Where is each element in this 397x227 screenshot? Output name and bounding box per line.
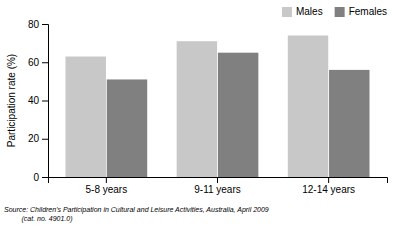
y-axis: 0 20 40 60 80	[28, 19, 49, 183]
tick-mark	[42, 101, 48, 102]
legend-item: Females	[335, 6, 387, 17]
tick: 60	[28, 57, 48, 68]
legend-swatch	[335, 7, 345, 17]
bar	[177, 41, 217, 177]
tick-mark	[217, 177, 218, 183]
annotations: Source: Children's Participation in Cult…	[4, 206, 269, 223]
tick-mark	[42, 62, 48, 63]
legend: Males Females	[282, 6, 387, 17]
legend-label: Males	[296, 6, 323, 17]
tick: 12-14 years	[302, 177, 355, 195]
plot: 5-8 years 9-11 years 12-14 years 0 20 40 60 80	[28, 19, 388, 195]
bar	[65, 57, 105, 177]
tick-mark	[42, 177, 48, 178]
legend-item: Males	[282, 6, 323, 17]
bar	[218, 53, 258, 177]
axis-line	[42, 25, 49, 178]
tick-mark	[106, 177, 107, 183]
tick: 5-8 years	[86, 177, 128, 195]
bars	[65, 35, 369, 177]
tick: 9-11 years	[194, 177, 241, 195]
tick: 20	[28, 133, 48, 144]
tick-mark	[328, 177, 329, 183]
tick: 80	[28, 19, 48, 30]
tick-label: 20	[28, 133, 40, 144]
x-axis: 5-8 years 9-11 years 12-14 years	[49, 177, 388, 195]
tick-mark	[42, 24, 48, 25]
tick: 40	[28, 95, 48, 106]
bar	[329, 70, 369, 177]
tick-label: 0	[33, 172, 39, 183]
axis-line	[49, 178, 388, 184]
chart: 5-8 years 9-11 years 12-14 years 0 20 40 60 80 P…	[0, 0, 397, 227]
tick-label: 12-14 years	[302, 184, 355, 195]
bar	[107, 79, 147, 177]
tick-label: 5-8 years	[86, 184, 128, 195]
y-axis-label: Participation rate (%)	[6, 54, 17, 147]
tick-label: 40	[28, 95, 40, 106]
legend-swatch	[282, 7, 292, 17]
tick-label: 80	[28, 19, 40, 30]
source-note: Source: Children's Participation in Cult…	[4, 206, 269, 214]
tick: 0	[33, 172, 48, 183]
tick-label: 9-11 years	[194, 184, 241, 195]
bar	[288, 35, 328, 177]
legend-label: Females	[349, 6, 387, 17]
source-note: (cat. no. 4901.0)	[4, 215, 72, 223]
bar-series	[107, 53, 370, 177]
bar-series	[65, 35, 328, 177]
tick-mark	[42, 139, 48, 140]
tick-label: 60	[28, 57, 40, 68]
